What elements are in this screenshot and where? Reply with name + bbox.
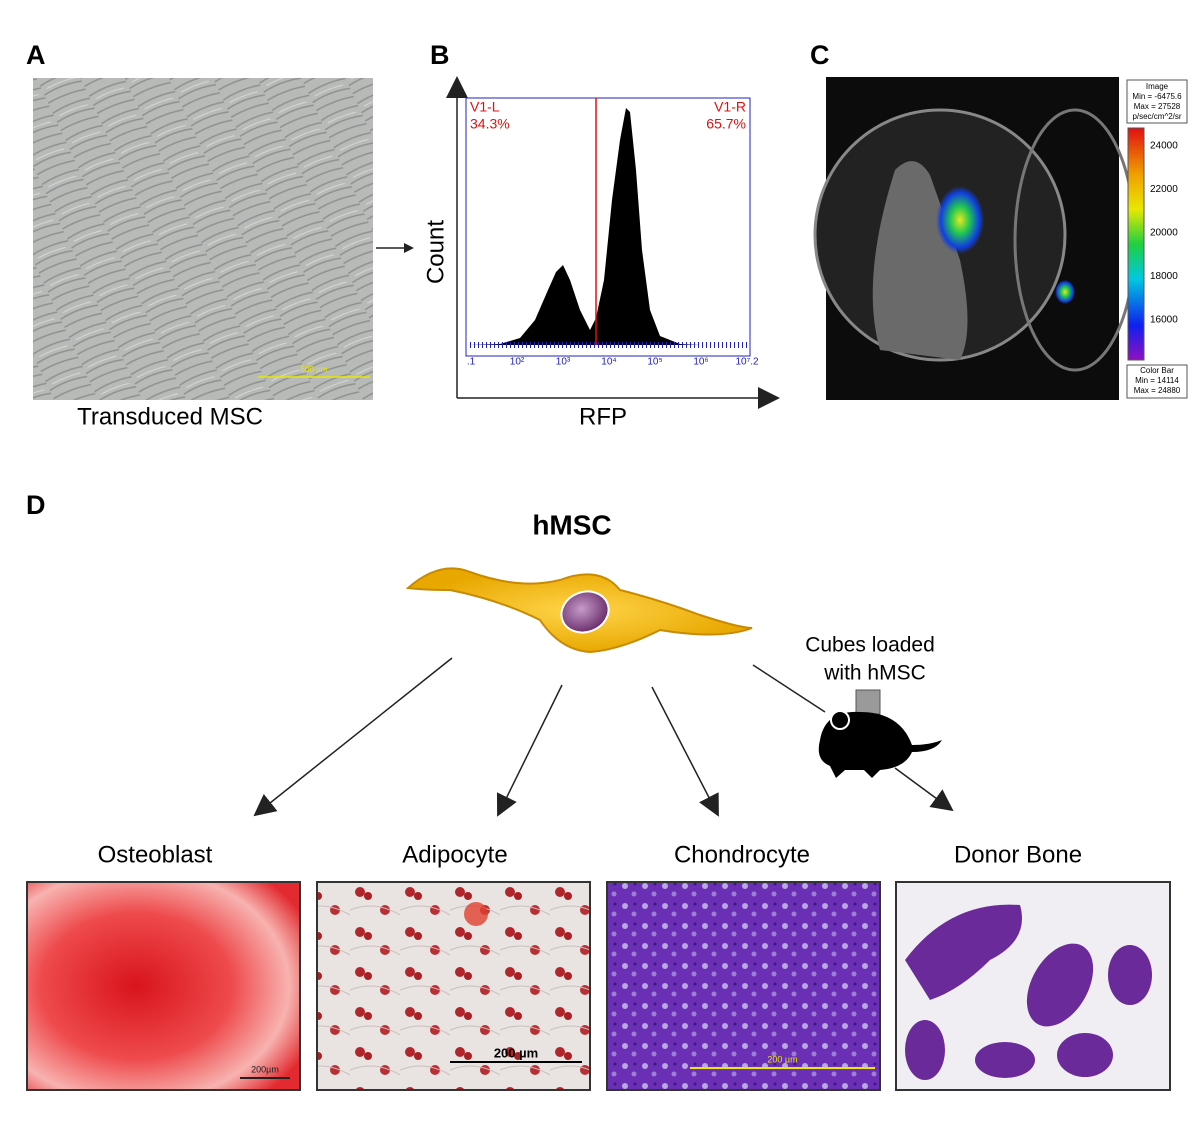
legend-box (1126, 364, 1188, 399)
micrograph (316, 881, 591, 1091)
axis-title: Count (422, 220, 449, 284)
colorbar-tick: 22000 (1150, 184, 1178, 195)
gate-percent: 34.3% (470, 116, 510, 132)
gate-name: V1-L (470, 99, 500, 115)
panel-label: D (26, 490, 46, 520)
x-tick-label: .1 (467, 357, 476, 368)
cube (855, 689, 881, 715)
plot-frame (465, 97, 751, 357)
x-tick-label: 10⁶ (693, 357, 708, 368)
micrograph (606, 881, 881, 1091)
histogram (470, 108, 700, 345)
caption: Adipocyte (402, 841, 507, 868)
legend-text: Max = 27528 (1134, 102, 1181, 111)
legend-text: Min = -6475.6 (1132, 92, 1182, 101)
title: hMSC (532, 509, 611, 540)
arrows (253, 657, 954, 817)
caption: Donor Bone (954, 841, 1082, 868)
legend-text: Min = 14114 (1135, 376, 1179, 385)
legend-text: Max = 24880 (1134, 386, 1181, 395)
legend-text: Image (1146, 82, 1169, 91)
panel-label: C (810, 40, 830, 70)
gate-percent: 65.7% (706, 116, 746, 132)
x-tick-label: 10⁴ (601, 357, 616, 368)
nucleus (560, 590, 610, 634)
axis-title: RFP (579, 403, 627, 430)
caption: Transduced MSC (77, 403, 263, 430)
scale-bar-label: 200µm (251, 1064, 279, 1074)
tissue (872, 161, 968, 360)
color-bar (1127, 127, 1145, 361)
note: with hMSC (823, 662, 926, 685)
micrograph (33, 78, 373, 400)
scale-bar-label: 200 µm (494, 1045, 538, 1060)
droplet (464, 902, 488, 926)
colorbar-tick: 20000 (1150, 228, 1178, 239)
scale-bar-label: 200 µm (767, 1054, 797, 1064)
caption: Chondrocyte (674, 841, 810, 868)
panel-label: A (26, 40, 46, 70)
signal (936, 186, 984, 254)
colorbar-tick: 18000 (1150, 271, 1178, 282)
colorbar-tick: 16000 (1150, 315, 1178, 326)
mouse-ear (830, 710, 850, 730)
micrograph (26, 881, 301, 1091)
legend-text: p/sec/cm^2/sr (1132, 112, 1181, 121)
gate-name: V1-R (714, 99, 746, 115)
x-tick-label: 10⁵ (647, 357, 662, 368)
x-tick-label: 10⁷.2 (735, 357, 759, 368)
x-tick-label: 10² (510, 357, 525, 368)
scale-bar-label: 500 µm (301, 365, 328, 374)
panel-label: B (430, 40, 450, 70)
mouse (818, 711, 942, 778)
bone-tissue (905, 904, 1152, 1080)
legend-text: Color Bar (1140, 366, 1174, 375)
note: Cubes loaded (805, 634, 935, 657)
colorbar-tick: 24000 (1150, 141, 1178, 152)
signal (1055, 280, 1075, 304)
caption: Osteoblast (98, 841, 213, 868)
legend-box (1126, 79, 1188, 124)
x-tick-label: 10³ (556, 357, 571, 368)
